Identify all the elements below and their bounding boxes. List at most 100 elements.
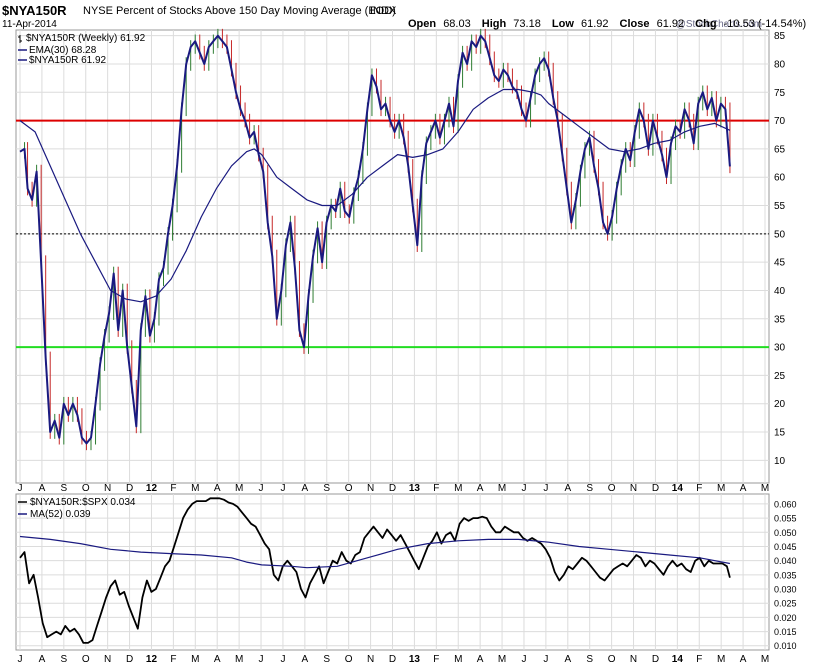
x-tick-label: A <box>39 483 46 494</box>
y-tick-label: 0.055 <box>774 514 797 524</box>
x-tick-label: N <box>367 654 374 665</box>
x-tick-label: O <box>82 654 90 665</box>
y-tick-label: 0.050 <box>774 528 797 538</box>
x-tick-label: 13 <box>409 483 421 494</box>
upper-legend: $NYA150R (Weekly) 61.92 EMA(30) 68.28 $N… <box>18 33 146 66</box>
legend-item-price: $NYA150R 61.92 <box>18 55 107 66</box>
y-tick-label: 75 <box>774 88 786 99</box>
y-tick-label: 0.010 <box>774 641 797 651</box>
y-tick-label: 40 <box>774 286 786 297</box>
exchange-label: INDX <box>370 5 397 17</box>
x-tick-label: S <box>586 483 593 494</box>
x-tick-label: O <box>608 483 616 494</box>
x-tick-label: D <box>389 483 396 494</box>
x-tick-label: M <box>717 483 725 494</box>
x-tick-label: M <box>717 654 725 665</box>
x-tick-label: J <box>521 483 526 494</box>
upper-x-axis: J A S O N D 12 F M A M J J A S O N D 13 F M A M J J A S O N D 14 F M A M <box>18 483 770 494</box>
x-tick-label: A <box>477 654 484 665</box>
high-label: High <box>482 18 507 30</box>
chg-value: -10.53 (-14.54%) <box>724 18 807 30</box>
x-tick-label: 12 <box>146 483 158 494</box>
x-tick-label: D <box>126 483 133 494</box>
y-tick-label: 45 <box>774 258 786 269</box>
x-tick-label: M <box>235 654 243 665</box>
x-tick-label: D <box>652 483 659 494</box>
x-tick-label: 12 <box>146 654 158 665</box>
x-tick-label: J <box>18 654 23 665</box>
y-tick-label: 35 <box>774 314 786 325</box>
bar-legend-icon <box>18 35 22 43</box>
x-tick-label: O <box>82 483 90 494</box>
y-tick-label: 30 <box>774 343 786 354</box>
x-tick-label: J <box>521 654 526 665</box>
x-tick-label: S <box>60 654 67 665</box>
y-tick-label: 25 <box>774 371 786 382</box>
x-tick-label: M <box>498 483 506 494</box>
chart-description: NYSE Percent of Stocks Above 150 Day Mov… <box>83 5 396 17</box>
x-tick-label: M <box>235 483 243 494</box>
x-tick-label: O <box>345 654 353 665</box>
legend-item-bars: $NYA150R (Weekly) 61.92 <box>18 33 146 44</box>
high-value: 73.18 <box>513 18 541 30</box>
legend-item-ma: MA(52) 0.039 <box>18 509 91 520</box>
upper-series <box>19 34 731 445</box>
y-tick-label: 60 <box>774 173 786 184</box>
y-tick-label: 80 <box>774 59 786 70</box>
x-tick-label: N <box>630 654 637 665</box>
y-tick-label: 0.035 <box>774 570 797 580</box>
close-label: Close <box>620 18 650 30</box>
x-tick-label: F <box>170 654 176 665</box>
y-tick-label: 0.025 <box>774 599 797 609</box>
y-tick-label: 0.045 <box>774 542 797 552</box>
x-tick-label: A <box>39 654 46 665</box>
x-tick-label: M <box>191 483 199 494</box>
y-tick-label: 65 <box>774 144 786 155</box>
x-tick-label: S <box>323 483 330 494</box>
x-tick-label: S <box>60 483 67 494</box>
lower-x-axis: J A S O N D 12 F M A M J J A S O N D 13 F M A M J J A S O N D 14 F M A M <box>18 654 770 665</box>
legend-label-bars: $NYA150R (Weekly) 61.92 <box>26 33 146 44</box>
y-tick-label: 0.020 <box>774 613 797 623</box>
x-tick-label: N <box>104 654 111 665</box>
x-tick-label: A <box>302 654 309 665</box>
x-tick-label: A <box>477 483 484 494</box>
x-tick-label: J <box>543 654 548 665</box>
low-value: 61.92 <box>581 18 609 30</box>
x-tick-label: J <box>259 483 264 494</box>
x-tick-label: M <box>454 483 462 494</box>
watermark: @StockCharts.com <box>676 19 762 30</box>
x-tick-label: F <box>696 483 702 494</box>
lower-series <box>19 497 731 644</box>
close-value: 61.92 <box>657 18 685 30</box>
x-tick-label: A <box>214 654 221 665</box>
y-tick-label: 10 <box>774 456 786 467</box>
x-tick-label: D <box>126 654 133 665</box>
ma-line <box>19 535 731 569</box>
x-tick-label: A <box>740 483 747 494</box>
ratio-line <box>19 497 731 644</box>
chart-date: 11-Apr-2014 <box>2 19 57 30</box>
legend-label-ma: MA(52) 0.039 <box>30 509 91 520</box>
x-tick-label: O <box>345 483 353 494</box>
x-tick-label: S <box>586 654 593 665</box>
x-tick-label: J <box>18 483 23 494</box>
x-tick-label: D <box>652 654 659 665</box>
x-tick-label: N <box>367 483 374 494</box>
x-tick-label: O <box>608 654 616 665</box>
y-tick-label: 85 <box>774 31 786 42</box>
x-tick-label: A <box>302 483 309 494</box>
y-tick-label: 15 <box>774 428 786 439</box>
legend-item-ema: EMA(30) 68.28 <box>18 45 97 56</box>
open-label: Open <box>408 18 436 30</box>
x-tick-label: 14 <box>672 654 684 665</box>
x-tick-label: F <box>433 483 439 494</box>
y-tick-label: 50 <box>774 229 786 240</box>
lower-panel: 0.010 0.015 0.020 0.025 0.030 0.035 0.040 0.045… <box>15 493 797 651</box>
x-tick-label: F <box>696 654 702 665</box>
x-tick-label: 14 <box>672 483 684 494</box>
upper-panel: 10 15 20 25 30 35 40 45 50 55 60 65 70 75 80 85 $NYA150… <box>15 28 786 484</box>
y-tick-label: 70 <box>774 116 786 127</box>
x-tick-label: A <box>564 483 571 494</box>
